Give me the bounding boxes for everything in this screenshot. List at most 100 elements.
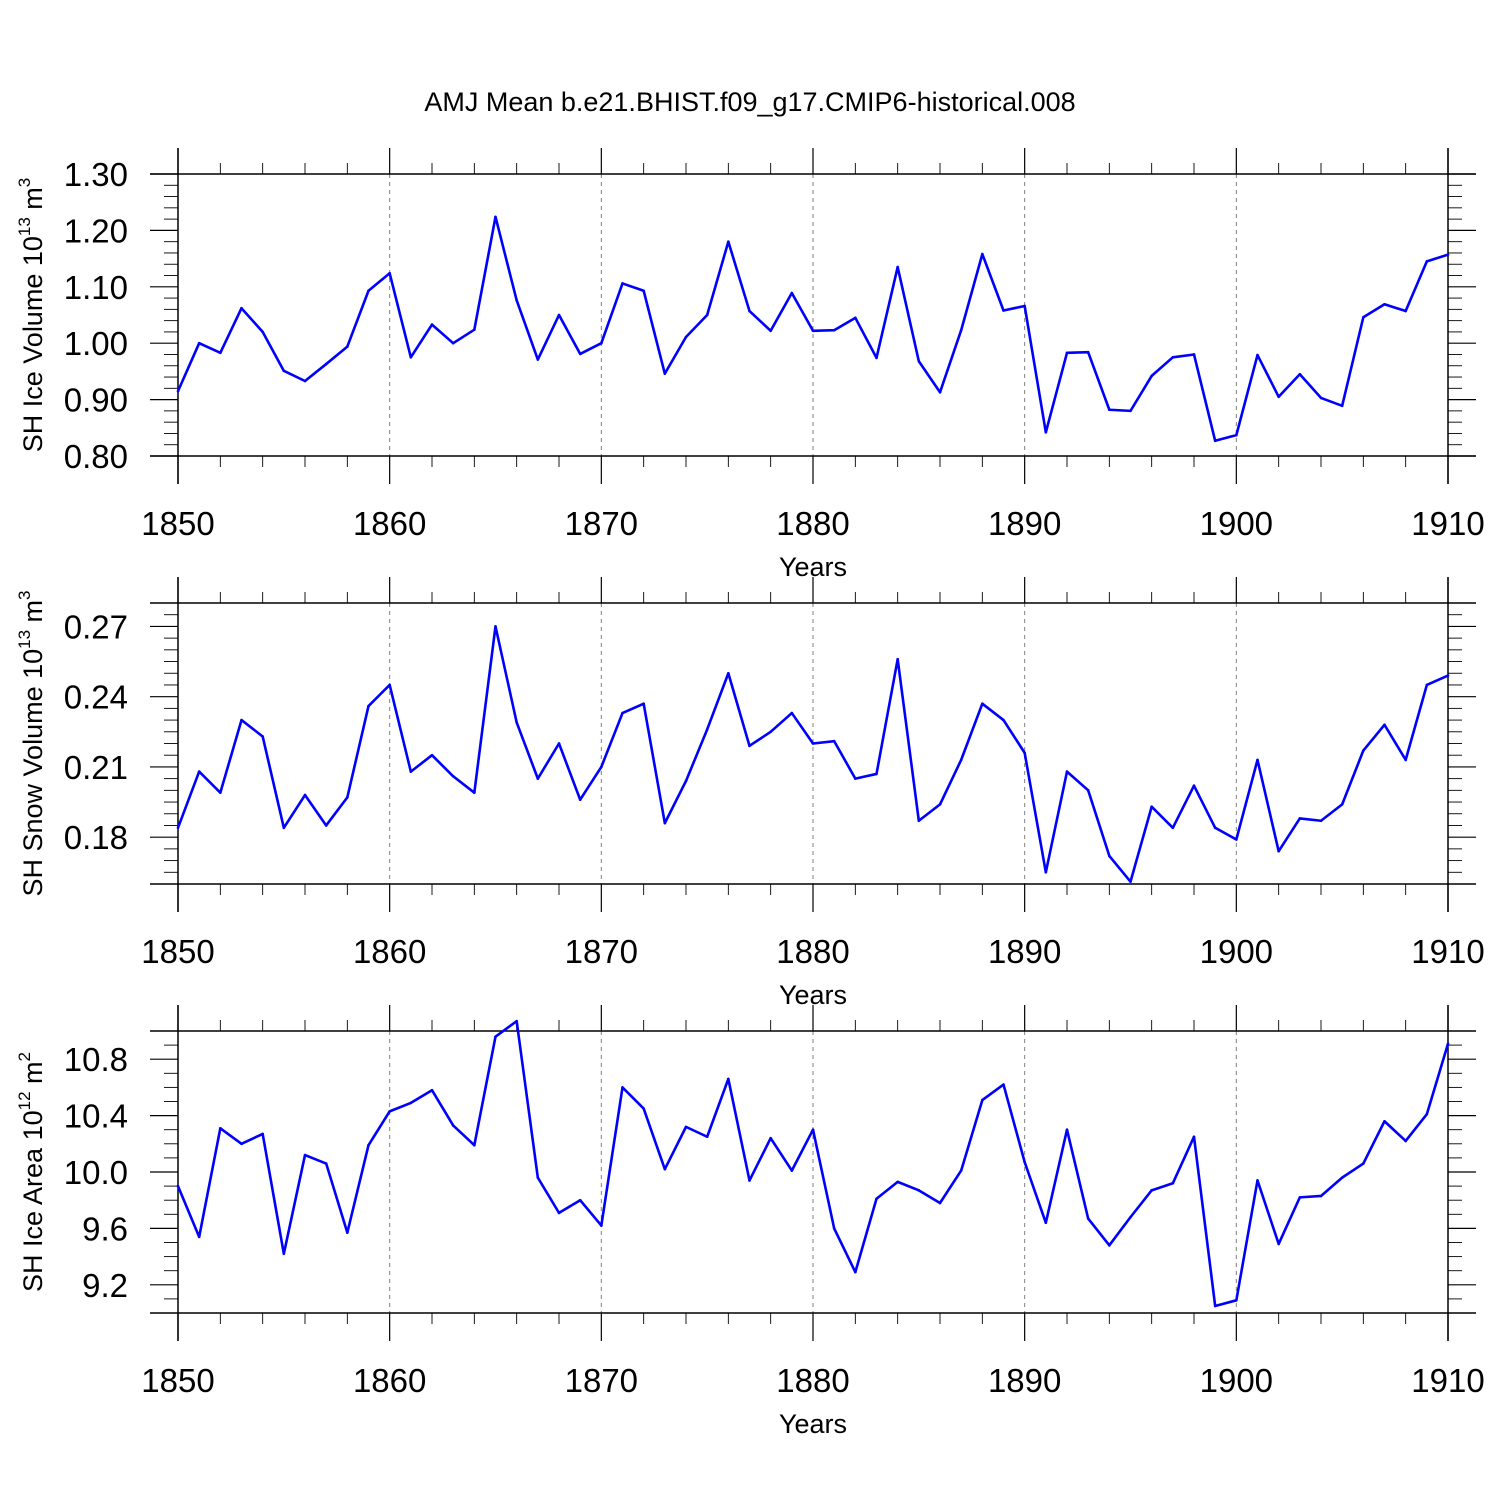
data-point: [1192, 353, 1196, 356]
data-point: [1277, 849, 1280, 853]
data-point: [1150, 374, 1153, 378]
data-point: [663, 1167, 667, 1171]
data-point: [684, 1125, 688, 1129]
data-point: [197, 341, 201, 345]
data-point: [1108, 1244, 1111, 1247]
x-tick-label: 1880: [776, 1362, 849, 1399]
data-point: [642, 1107, 645, 1110]
y-tick-label: 9.2: [82, 1267, 128, 1304]
data-point: [1086, 789, 1090, 792]
data-point: [727, 1077, 730, 1081]
data-point: [684, 335, 688, 339]
y-tick-label: 0.18: [64, 819, 128, 856]
x-tick-label: 1860: [353, 933, 426, 970]
data-point: [642, 702, 645, 705]
data-point: [981, 1098, 984, 1102]
data-point: [1086, 1217, 1090, 1220]
data-point: [811, 1128, 815, 1131]
data-point: [1108, 854, 1111, 858]
data-point: [1383, 302, 1386, 306]
y-axis-title-ylabel-exponent: 13: [15, 217, 34, 236]
y-tick-label: 9.6: [82, 1210, 128, 1247]
data-point: [917, 1189, 921, 1192]
data-point: [1002, 718, 1005, 722]
data-point: [261, 1132, 264, 1136]
data-point: [388, 683, 391, 687]
data-point: [1086, 350, 1090, 354]
data-point: [473, 1143, 476, 1147]
data-point: [684, 779, 688, 783]
data-point: [494, 1035, 497, 1038]
x-axis-title: Years: [779, 1409, 847, 1439]
data-point: [346, 1231, 349, 1234]
data-point: [473, 328, 476, 331]
data-point: [1065, 770, 1069, 773]
data-point: [324, 824, 328, 827]
data-point: [536, 777, 540, 780]
data-point: [473, 791, 476, 794]
data-point: [896, 265, 899, 269]
data-point: [938, 803, 942, 806]
data-point: [303, 793, 307, 797]
data-point: [938, 390, 942, 394]
data-point: [367, 704, 370, 708]
data-point: [1446, 1042, 1450, 1045]
data-point: [917, 359, 921, 363]
chart-title: AMJ Mean b.e21.BHIST.f09_g17.CMIP6-histo…: [424, 87, 1075, 117]
x-tick-label: 1850: [141, 933, 214, 970]
data-point: [1213, 439, 1217, 443]
data-point: [515, 299, 518, 302]
x-tick-label: 1900: [1200, 505, 1273, 542]
y-axis-title-ylabel-unit: m: [18, 1061, 48, 1091]
data-point: [1150, 805, 1153, 809]
data-point: [219, 1126, 222, 1130]
data-point: [240, 306, 243, 310]
data-point: [1362, 749, 1365, 752]
data-point: [1362, 1162, 1365, 1165]
y-tick-label: 1.10: [64, 269, 128, 306]
y-tick-label: 0.27: [64, 608, 128, 645]
data-point: [1235, 838, 1238, 841]
data-point: [1171, 826, 1175, 830]
data-point: [621, 282, 624, 285]
x-tick-label: 1890: [988, 933, 1061, 970]
data-point: [981, 252, 984, 256]
data-point: [790, 711, 794, 715]
y-tick-label: 1.20: [64, 212, 128, 249]
data-point: [1383, 723, 1386, 727]
x-tick-label: 1890: [988, 505, 1061, 542]
data-point: [451, 774, 455, 778]
data-point: [600, 1224, 603, 1227]
data-point: [959, 758, 963, 762]
data-point: [282, 826, 286, 830]
data-point: [219, 351, 222, 355]
x-tick-label: 1870: [565, 505, 638, 542]
x-tick-label: 1910: [1411, 933, 1484, 970]
data-point: [832, 1227, 836, 1230]
data-point: [1319, 1194, 1323, 1198]
data-point: [1023, 751, 1026, 755]
y-tick-label: 10.0: [64, 1154, 128, 1191]
data-point: [197, 770, 201, 773]
data-point: [1171, 356, 1175, 359]
data-point: [1192, 1135, 1196, 1139]
data-point: [1023, 1160, 1026, 1164]
x-tick-label: 1860: [353, 1362, 426, 1399]
data-point: [959, 328, 963, 332]
data-point: [621, 711, 624, 715]
data-point: [811, 329, 815, 333]
data-point: [600, 341, 603, 345]
data-point: [388, 1110, 391, 1113]
y-axis-title: SH Snow Volume 1013 m3: [15, 590, 48, 896]
data-point: [1298, 817, 1302, 820]
x-tick-label: 1890: [988, 1362, 1061, 1399]
data-point: [748, 309, 751, 313]
data-point: [324, 1162, 328, 1165]
x-tick-label: 1860: [353, 505, 426, 542]
y-axis-title-ylabel-exponent: 12: [15, 1091, 34, 1110]
data-point: [578, 798, 582, 801]
data-point: [769, 1136, 772, 1140]
data-point: [959, 1169, 963, 1172]
data-point: [578, 1198, 582, 1202]
data-point: [1065, 351, 1069, 355]
